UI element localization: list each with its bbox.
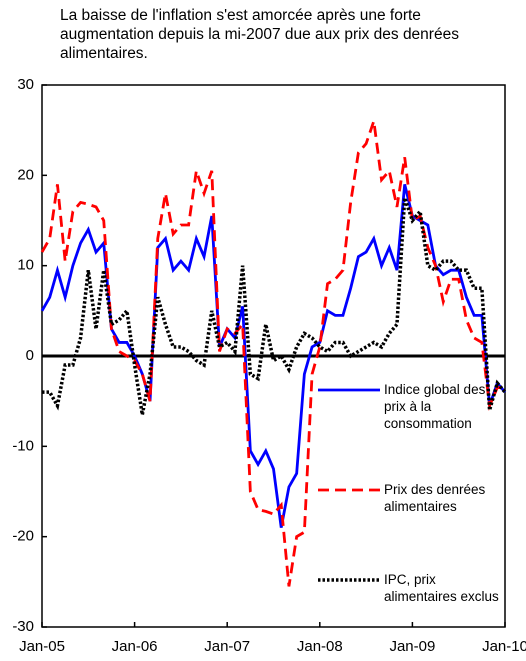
legend-label: Indice global des prix à la consommation xyxy=(384,382,486,431)
x-tick-label: Jan-10 xyxy=(482,638,526,655)
y-tick-label: 10 xyxy=(17,257,34,274)
legend-label: Prix des denrées alimentaires xyxy=(384,482,486,514)
x-tick-label: Jan-06 xyxy=(112,638,158,655)
y-tick-label: -20 xyxy=(12,528,34,545)
y-tick-label: 20 xyxy=(17,166,34,183)
y-tick-label: 0 xyxy=(26,347,34,364)
x-tick-label: Jan-05 xyxy=(19,638,65,655)
x-tick-label: Jan-08 xyxy=(297,638,343,655)
y-tick-label: 30 xyxy=(17,76,34,93)
y-tick-label: -10 xyxy=(12,437,34,454)
series-line xyxy=(40,120,505,587)
series-line xyxy=(40,184,507,528)
x-tick-label: Jan-07 xyxy=(204,638,250,655)
x-tick-label: Jan-09 xyxy=(389,638,435,655)
y-tick-label: -30 xyxy=(12,618,34,635)
legend-label: IPC, prix alimentaires exclus xyxy=(384,572,499,604)
chart-title: La baisse de l'inflation s'est amorcée a… xyxy=(60,7,459,62)
